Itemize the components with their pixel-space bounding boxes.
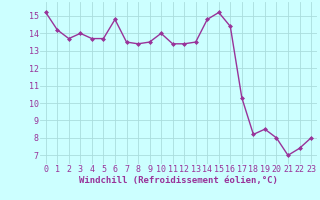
X-axis label: Windchill (Refroidissement éolien,°C): Windchill (Refroidissement éolien,°C) <box>79 176 278 185</box>
